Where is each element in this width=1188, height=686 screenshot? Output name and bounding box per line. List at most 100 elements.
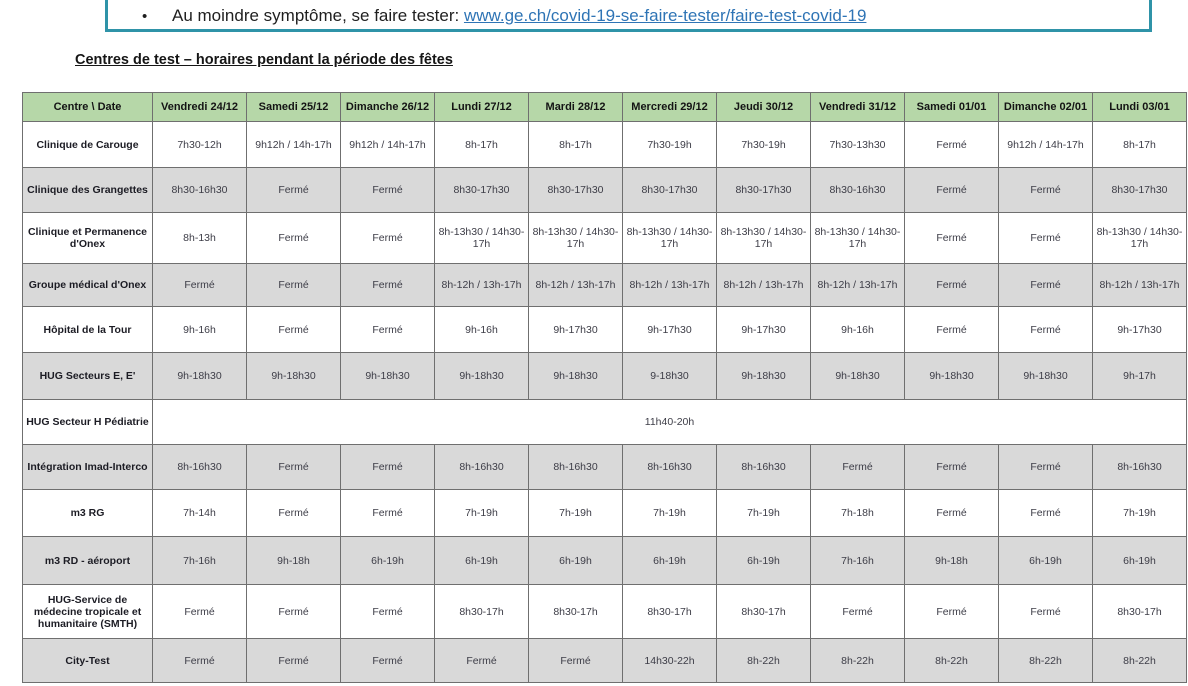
hours-cell: 8h-22h — [716, 638, 811, 683]
hours-cell: 8h-13h30 / 14h30-17h — [716, 212, 811, 264]
hours-cell: Fermé — [246, 306, 341, 353]
hours-cell: Fermé — [246, 444, 341, 490]
date-column-header: Samedi 01/01 — [904, 92, 999, 122]
hours-cell: 9h-18h — [904, 536, 999, 585]
hours-cell: Fermé — [904, 212, 999, 264]
centre-name: City-Test — [22, 638, 153, 683]
hours-cell: 8h-13h — [152, 212, 247, 264]
hours-cell: 8h-17h — [1092, 121, 1187, 168]
hours-cell: Fermé — [998, 306, 1093, 353]
date-column-header: Jeudi 30/12 — [716, 92, 811, 122]
hours-cell: 8h-22h — [1092, 638, 1187, 683]
hours-cell: 9h12h / 14h-17h — [998, 121, 1093, 168]
hours-cell: 8h-12h / 13h-17h — [810, 263, 905, 307]
hours-cell: Fermé — [904, 489, 999, 537]
hours-cell: 7h-16h — [152, 536, 247, 585]
hours-cell: Fermé — [246, 489, 341, 537]
date-column-header: Mercredi 29/12 — [622, 92, 717, 122]
hours-cell-merged: 11h40-20h — [152, 399, 1187, 445]
hours-cell: 8h30-17h — [716, 584, 811, 639]
hours-cell: 6h-19h — [716, 536, 811, 585]
hours-cell: 8h-16h30 — [152, 444, 247, 490]
hours-cell: 8h-12h / 13h-17h — [434, 263, 529, 307]
hours-cell: 8h-13h30 / 14h30-17h — [810, 212, 905, 264]
centre-name: Clinique de Carouge — [22, 121, 153, 168]
hours-cell: 9h-18h30 — [904, 352, 999, 400]
hours-cell: 8h-22h — [998, 638, 1093, 683]
hours-cell: 9h-16h — [152, 306, 247, 353]
table-row: Hôpital de la Tour 9h-16h Fermé Fermé 9h-16h… — [22, 306, 1187, 353]
hours-cell: 7h-19h — [622, 489, 717, 537]
hours-cell: Fermé — [340, 584, 435, 639]
hours-cell: 8h-16h30 — [434, 444, 529, 490]
hours-cell: 8h30-16h30 — [152, 167, 247, 213]
hours-cell: Fermé — [246, 584, 341, 639]
date-column-header: Lundi 27/12 — [434, 92, 529, 122]
hours-cell: 6h-19h — [998, 536, 1093, 585]
hours-cell: Fermé — [904, 584, 999, 639]
centre-name: Intégration Imad-Interco — [22, 444, 153, 490]
date-column-header: Vendredi 31/12 — [810, 92, 905, 122]
hours-cell: 7h-16h — [810, 536, 905, 585]
centre-name: HUG-Service de médecine tropicale et hum… — [22, 584, 153, 639]
hours-cell: 7h30-13h30 — [810, 121, 905, 168]
centre-name: Clinique des Grangettes — [22, 167, 153, 213]
hours-cell: 7h30-12h — [152, 121, 247, 168]
hours-cell: 14h30-22h — [622, 638, 717, 683]
hours-cell: 8h30-17h — [622, 584, 717, 639]
hours-cell: 6h-19h — [622, 536, 717, 585]
hours-cell: 8h30-17h — [1092, 584, 1187, 639]
hours-cell: 8h-13h30 / 14h30-17h — [528, 212, 623, 264]
hours-cell: 6h-19h — [340, 536, 435, 585]
hours-cell: 8h-16h30 — [622, 444, 717, 490]
table-row: HUG Secteurs E, E' 9h-18h30 9h-18h30 9h-18h… — [22, 352, 1187, 400]
hours-cell: 8h-13h30 / 14h30-17h — [434, 212, 529, 264]
hours-cell: 8h30-17h30 — [528, 167, 623, 213]
hours-cell: Fermé — [340, 444, 435, 490]
hours-cell: 9h-17h30 — [622, 306, 717, 353]
section-heading: Centres de test – horaires pendant la pé… — [75, 52, 453, 68]
hours-cell: Fermé — [998, 212, 1093, 264]
hours-cell: 9h-18h30 — [998, 352, 1093, 400]
hours-cell: Fermé — [904, 167, 999, 213]
table-header-row: Centre \ Date Vendredi 24/12 Samedi 25/12 D… — [22, 92, 1187, 122]
notice-box: • Au moindre symptôme, se faire tester: w… — [105, 0, 1152, 32]
table-row: Groupe médical d'Onex Fermé Fermé Fermé 8h-1… — [22, 263, 1187, 307]
hours-cell: 9h-18h30 — [810, 352, 905, 400]
hours-cell: 9-18h30 — [622, 352, 717, 400]
hours-cell: 8h30-16h30 — [810, 167, 905, 213]
table-row: City-Test Fermé Fermé Fermé Fermé Fermé 14h30-… — [22, 638, 1187, 683]
covid-test-link[interactable]: www.ge.ch/covid-19-se-faire-tester/faire… — [463, 6, 867, 25]
hours-cell: Fermé — [810, 444, 905, 490]
date-column-header: Dimanche 02/01 — [998, 92, 1093, 122]
hours-cell: Fermé — [904, 306, 999, 353]
hours-cell: 8h-13h30 / 14h30-17h — [622, 212, 717, 264]
hours-cell: 9h-17h — [1092, 352, 1187, 400]
hours-cell: Fermé — [998, 444, 1093, 490]
centre-name: m3 RD - aéroport — [22, 536, 153, 585]
table-row: m3 RD - aéroport 7h-16h 9h-18h 6h-19h 6h-19h… — [22, 536, 1187, 585]
hours-cell: 6h-19h — [434, 536, 529, 585]
hours-cell: 7h-19h — [528, 489, 623, 537]
date-column-header: Samedi 25/12 — [246, 92, 341, 122]
hours-cell: Fermé — [246, 212, 341, 264]
hours-cell: Fermé — [152, 584, 247, 639]
hours-cell: 8h-12h / 13h-17h — [528, 263, 623, 307]
hours-cell: 8h-12h / 13h-17h — [716, 263, 811, 307]
hours-cell: 9h-18h — [246, 536, 341, 585]
corner-header-centre-date: Centre \ Date — [22, 92, 153, 122]
hours-cell: Fermé — [340, 306, 435, 353]
date-column-header: Vendredi 24/12 — [152, 92, 247, 122]
hours-cell: Fermé — [340, 638, 435, 683]
notice-line: • Au moindre symptôme, se faire tester: w… — [108, 0, 1149, 28]
hours-cell: 7h30-19h — [716, 121, 811, 168]
centre-name: Hôpital de la Tour — [22, 306, 153, 353]
hours-cell: 8h-22h — [810, 638, 905, 683]
hours-cell: Fermé — [340, 212, 435, 264]
hours-cell: Fermé — [340, 167, 435, 213]
hours-cell: Fermé — [152, 263, 247, 307]
hours-cell: 9h-17h30 — [716, 306, 811, 353]
centre-name: Clinique et Permanence d'Onex — [22, 212, 153, 264]
hours-cell: 8h-13h30 / 14h30-17h — [1092, 212, 1187, 264]
